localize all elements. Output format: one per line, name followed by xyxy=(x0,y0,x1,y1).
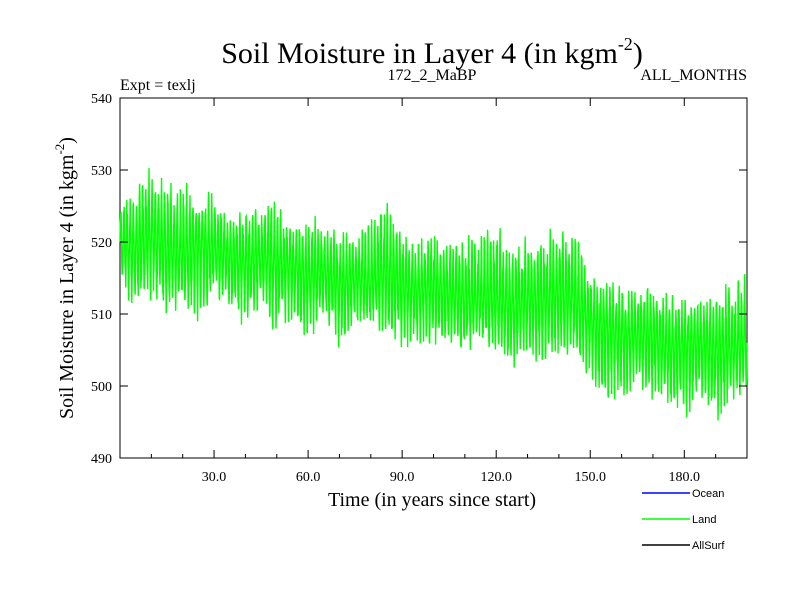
y-tick-label: 540 xyxy=(91,92,112,107)
x-tick-label: 90.0 xyxy=(390,470,415,485)
legend-label-allsurf: AllSurf xyxy=(692,540,725,552)
x-tick-label: 120.0 xyxy=(480,470,512,485)
months-label: ALL_MONTHS xyxy=(640,67,747,84)
legend: Ocean Land AllSurf xyxy=(642,488,725,552)
x-tick-label: 30.0 xyxy=(202,470,227,485)
y-tick-label: 510 xyxy=(91,308,112,323)
ticks-layer: 30.0 60.0 90.0 120.0 150.0 180.0 490 500 510 520 5… xyxy=(91,92,747,485)
legend-label-ocean: Ocean xyxy=(692,488,724,500)
chart-title: Soil Moisture in Layer 4 (in kgm-2) xyxy=(221,34,643,70)
x-tick-label: 60.0 xyxy=(296,470,321,485)
y-tick-label: 500 xyxy=(91,380,112,395)
series-line-land xyxy=(119,168,748,421)
y-tick-label: 490 xyxy=(91,452,112,467)
experiment-label: Expt = texlj xyxy=(120,77,196,94)
series-layer xyxy=(119,168,748,421)
legend-label-land: Land xyxy=(692,514,716,526)
y-tick-label: 520 xyxy=(91,236,112,251)
x-tick-label: 150.0 xyxy=(575,470,607,485)
x-axis-label: Time (in years since start) xyxy=(328,489,536,511)
y-axis-label: Soil Moisture in Layer 4 (in kgm-2) xyxy=(52,137,78,419)
x-tick-label: 180.0 xyxy=(669,470,701,485)
y-tick-label: 530 xyxy=(91,164,112,179)
period-label: 172_2_MaBP xyxy=(388,67,477,84)
